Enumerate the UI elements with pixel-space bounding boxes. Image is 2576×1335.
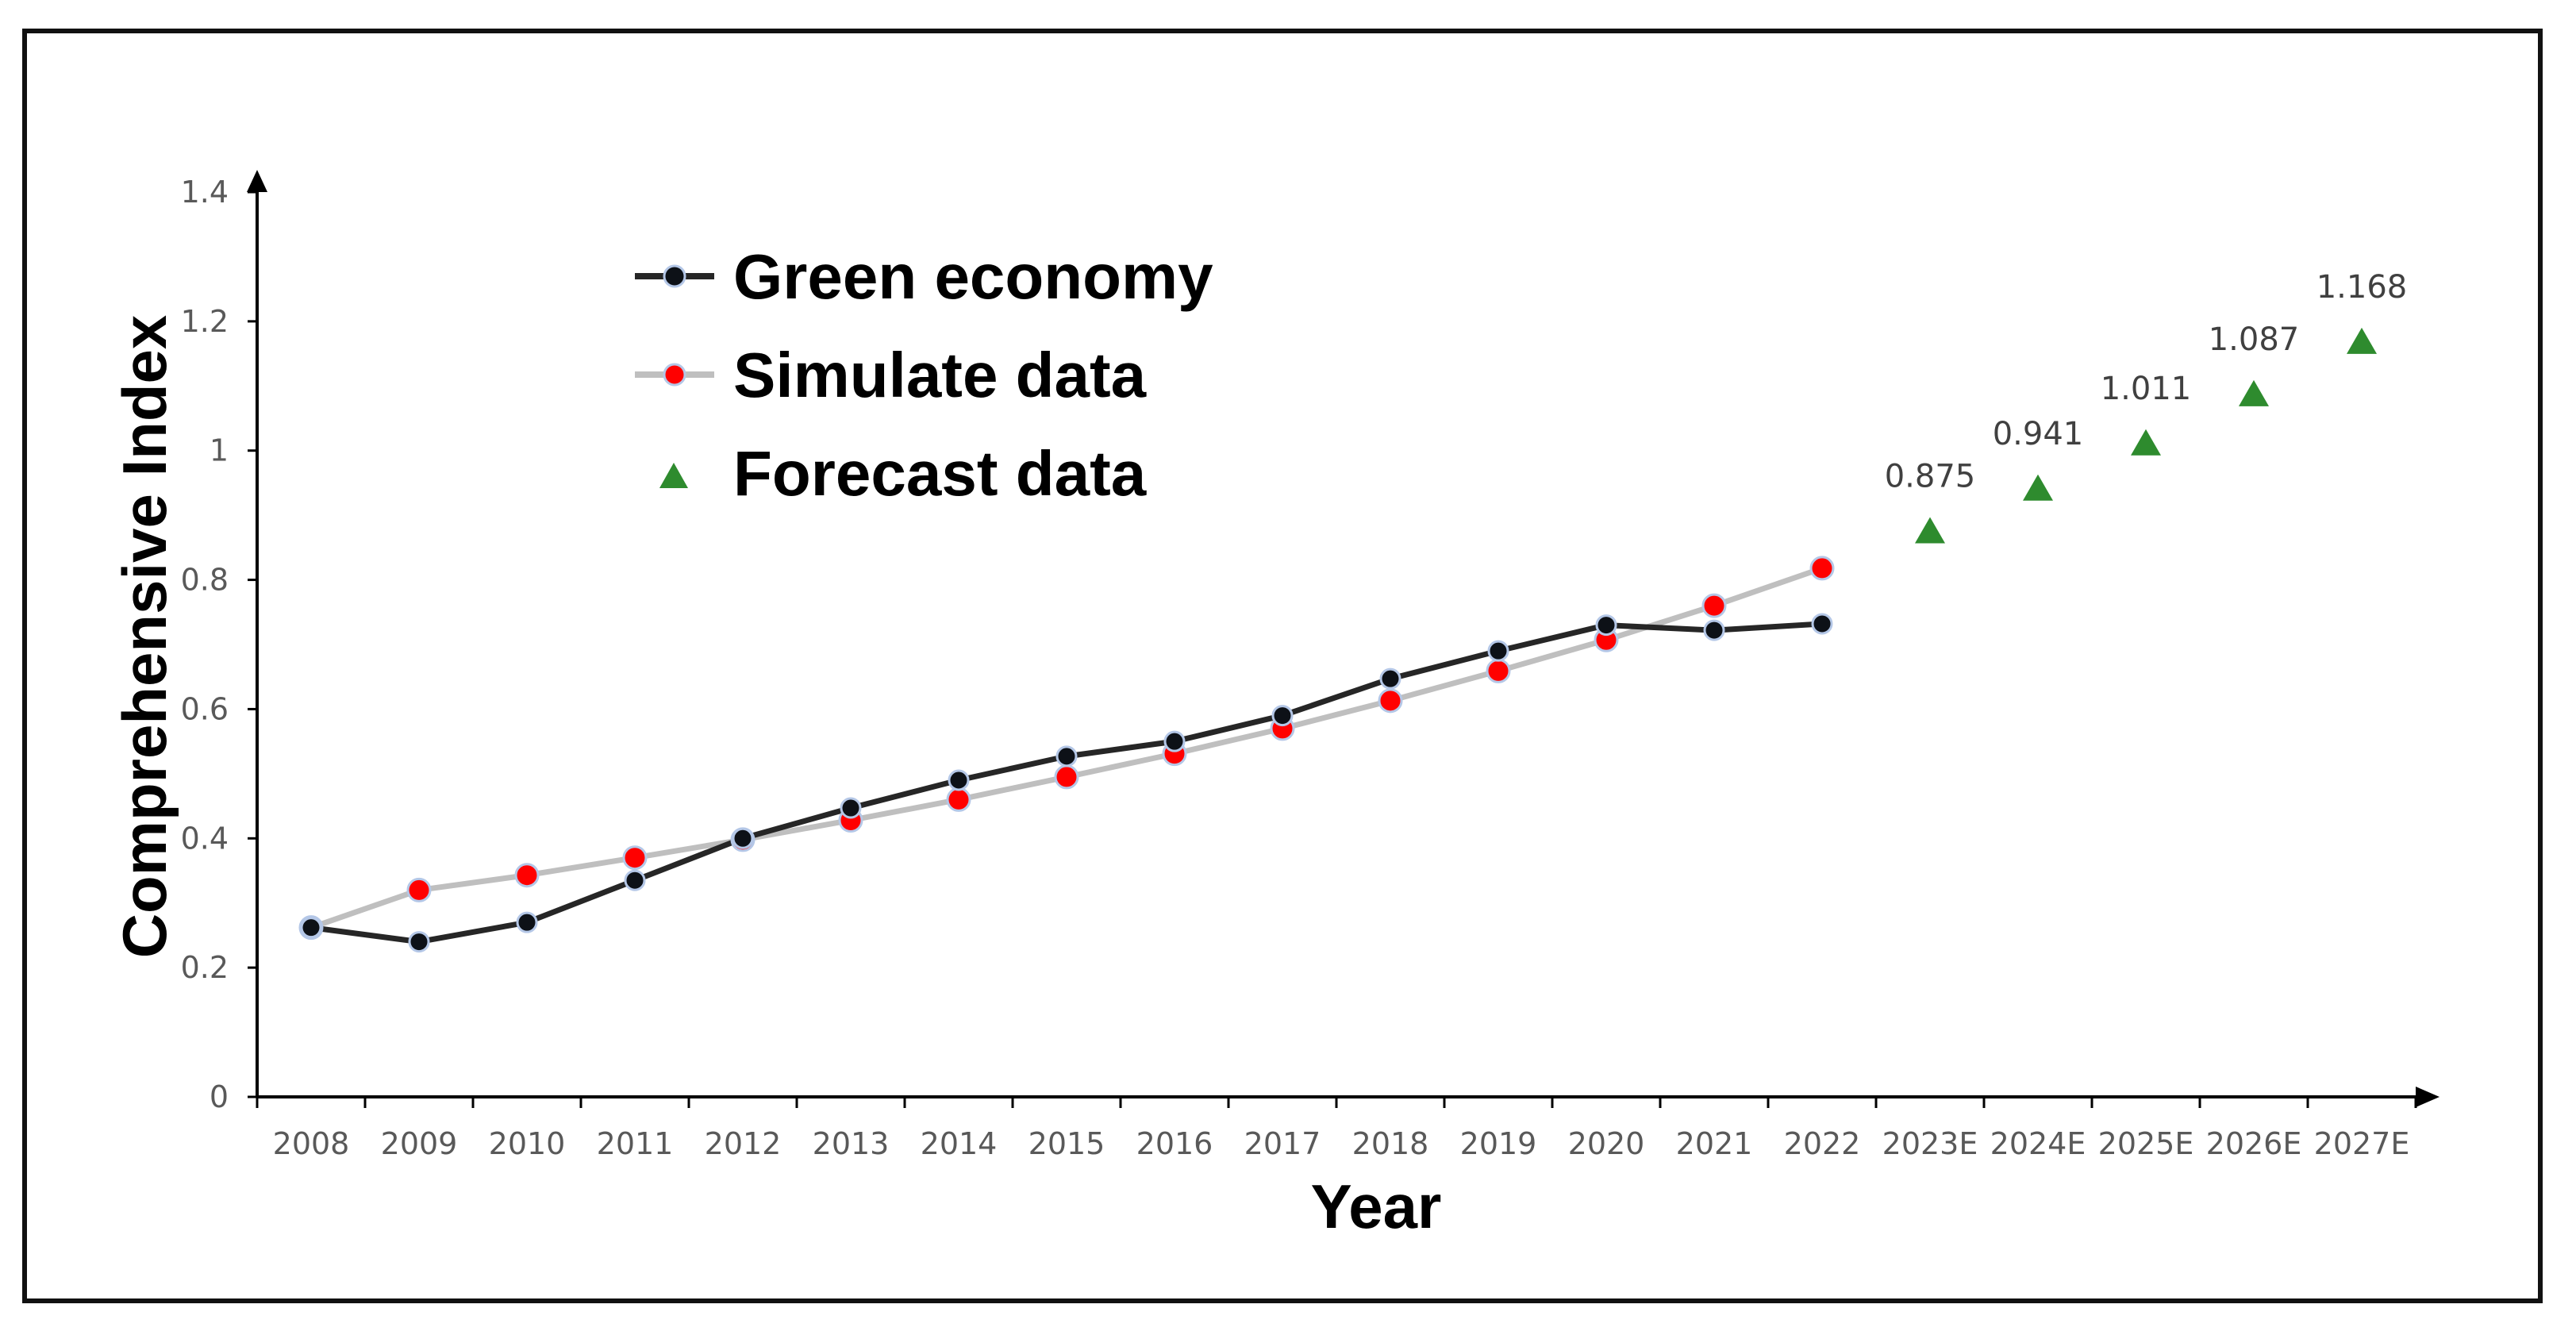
- legend-marker-green-economy: [663, 264, 686, 288]
- line-chart: 0 0.2 0.4 0.6 0.8 1 1.2 1.4 2008 2009 2010 2011 201…: [110, 170, 2440, 1241]
- forecast-data-label: 1.168: [2316, 269, 2408, 306]
- data-point-green-economy: [516, 911, 538, 933]
- x-tick-label: 2019: [1460, 1126, 1537, 1161]
- x-tick-label: 2023E: [1882, 1126, 1978, 1161]
- legend-label-green-economy: Green economy: [733, 241, 1213, 312]
- legend-label-simulate-data: Simulate data: [733, 340, 1147, 410]
- data-point-simulate-data: [1809, 556, 1835, 581]
- y-tick-label: 1.2: [181, 304, 229, 339]
- forecast-marker: [2347, 327, 2377, 354]
- data-point-green-economy: [732, 827, 754, 849]
- legend-item-forecast-data: Forecast data: [659, 438, 1147, 509]
- x-tick-label: 2011: [597, 1126, 674, 1161]
- data-point-green-economy: [1271, 705, 1294, 727]
- y-tick-label: 1.4: [181, 175, 229, 210]
- x-tick-label: 2025E: [2098, 1126, 2194, 1161]
- forecast-data-label: 0.875: [1885, 459, 1976, 495]
- data-point-green-economy: [1595, 614, 1617, 637]
- legend-label-forecast-data: Forecast data: [733, 438, 1147, 509]
- x-axis-title: Year: [1311, 1171, 1442, 1241]
- data-point-green-economy: [624, 869, 646, 891]
- x-tick-label: 2026E: [2206, 1126, 2302, 1161]
- y-tick-label: 0.8: [181, 563, 229, 598]
- x-tick-label: 2024E: [1990, 1126, 2086, 1161]
- data-point-green-economy: [1379, 668, 1401, 690]
- y-tick-group: 0 0.2 0.4 0.6 0.8 1 1.2 1.4: [181, 175, 257, 1114]
- data-point-green-economy: [300, 917, 322, 939]
- x-tick-label: 2014: [921, 1126, 998, 1161]
- data-point-green-economy: [1055, 745, 1078, 768]
- x-tick-label: 2015: [1028, 1126, 1105, 1161]
- x-tick-label: 2018: [1352, 1126, 1429, 1161]
- forecast-marker: [2239, 379, 2269, 406]
- data-point-green-economy: [840, 797, 862, 819]
- data-point-simulate-data: [946, 787, 971, 812]
- x-tick-label: 2010: [489, 1126, 566, 1161]
- x-tick-label: 2013: [813, 1126, 890, 1161]
- forecast-marker: [1915, 517, 1945, 544]
- y-tick-label: 0.6: [181, 691, 229, 726]
- x-tick-label: 2020: [1568, 1126, 1645, 1161]
- chart-frame: 0 0.2 0.4 0.6 0.8 1 1.2 1.4 2008 2009 2010 2011 201…: [22, 29, 2543, 1303]
- data-point-simulate-data: [406, 877, 432, 902]
- data-point-simulate-data: [514, 863, 540, 888]
- x-tick-label: 2008: [273, 1126, 350, 1161]
- y-axis-arrow: [247, 170, 267, 192]
- legend-marker-simulate-data: [663, 363, 686, 387]
- data-point-simulate-data: [622, 845, 648, 871]
- y-tick-label: 1: [210, 433, 229, 468]
- legend: Green economy Simulate data Forecast dat…: [635, 241, 1213, 509]
- data-point-simulate-data: [1701, 593, 1727, 618]
- data-point-green-economy: [1487, 640, 1509, 662]
- x-tick-label: 2016: [1136, 1126, 1213, 1161]
- data-point-simulate-data: [1486, 658, 1511, 683]
- forecast-data-label: 1.011: [2101, 371, 2192, 407]
- x-tick-label: 2022: [1784, 1126, 1861, 1161]
- legend-item-green-economy: Green economy: [635, 241, 1213, 312]
- legend-item-simulate-data: Simulate data: [635, 340, 1147, 410]
- forecast-data-label: 0.941: [1993, 416, 2084, 452]
- forecast-data-label: 1.087: [2209, 321, 2300, 358]
- y-tick-label: 0: [210, 1079, 229, 1114]
- legend-marker-forecast-data: [659, 463, 688, 488]
- x-tick-group: 2008 2009 2010 2011 2012 2013 2014 2015 2016 2017…: [256, 1097, 2417, 1161]
- data-point-green-economy: [1703, 619, 1725, 641]
- data-point-green-economy: [948, 769, 970, 791]
- x-tick-label: 2012: [705, 1126, 782, 1161]
- data-point-green-economy: [1163, 730, 1186, 752]
- x-tick-label: 2009: [381, 1126, 458, 1161]
- data-point-simulate-data: [1378, 688, 1403, 714]
- y-tick-label: 0.2: [181, 950, 229, 985]
- x-axis-arrow: [2416, 1087, 2440, 1107]
- x-tick-label: 2027E: [2314, 1126, 2410, 1161]
- data-point-simulate-data: [1054, 764, 1079, 790]
- y-axis-title: Comprehensive Index: [110, 315, 179, 959]
- x-tick-label: 2021: [1676, 1126, 1753, 1161]
- data-point-green-economy: [1811, 613, 1833, 635]
- data-point-green-economy: [408, 931, 430, 953]
- y-tick-label: 0.4: [181, 821, 229, 856]
- forecast-marker: [2131, 429, 2161, 456]
- forecast-marker: [2023, 474, 2053, 501]
- series-layer: 0.875 0.941 1.011 1.087 1.168: [298, 269, 2408, 953]
- x-tick-label: 2017: [1244, 1126, 1321, 1161]
